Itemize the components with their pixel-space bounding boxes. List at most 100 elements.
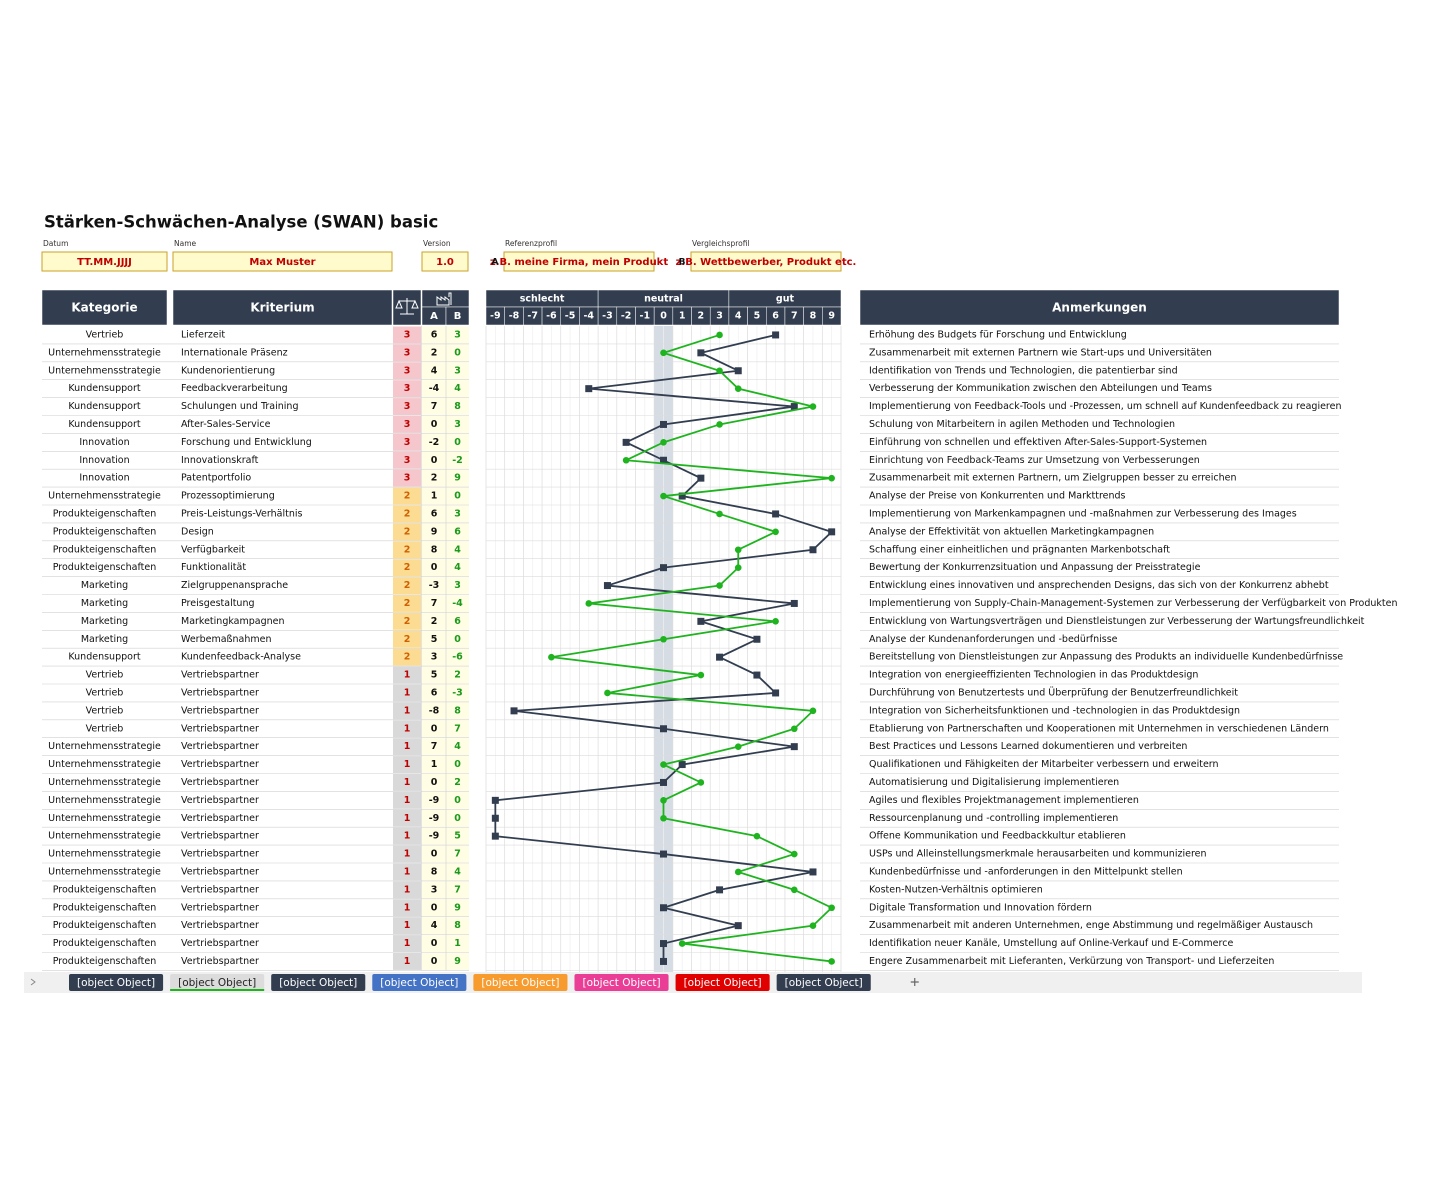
gewicht: 1 <box>404 723 411 734</box>
profile-point <box>716 421 723 428</box>
sheet-tab-label[interactable]: [object Object] <box>582 977 660 989</box>
profile-point <box>660 957 667 965</box>
x-tick-label: 4 <box>735 311 742 322</box>
score-b: -4 <box>452 598 463 609</box>
kriterium: Werbemaßnahmen <box>181 634 272 645</box>
weight-cell <box>393 380 421 398</box>
field-label: Referenzprofil <box>505 239 557 248</box>
gewicht: 2 <box>404 580 411 591</box>
score-cell <box>422 863 469 881</box>
column-header: Kategorie <box>71 301 137 315</box>
score-cell <box>422 791 469 809</box>
sheet-tab[interactable] <box>473 974 568 991</box>
sheet-tab[interactable] <box>776 974 871 991</box>
column-header: Anmerkungen <box>1052 301 1147 315</box>
score-cell <box>422 505 469 523</box>
score-b: 3 <box>454 580 461 591</box>
profile-point <box>716 510 723 518</box>
score-a: 0 <box>431 902 438 913</box>
kategorie: Marketing <box>81 616 128 627</box>
score-a: 0 <box>431 419 438 430</box>
kriterium: Vertriebspartner <box>181 687 259 698</box>
gewicht: 2 <box>404 652 411 663</box>
gewicht: 3 <box>404 329 411 340</box>
anmerkung: Entwicklung eines innovativen und anspre… <box>869 580 1329 591</box>
score-cell <box>422 666 469 684</box>
score-b: 4 <box>454 383 461 394</box>
anmerkung: Integration von Sicherheitsfunktionen un… <box>869 705 1240 716</box>
add-sheet[interactable] <box>910 978 919 986</box>
field-box <box>41 251 168 272</box>
sheet-tab[interactable] <box>69 974 164 991</box>
profile-point <box>491 796 499 804</box>
sheet-tab[interactable] <box>170 974 265 991</box>
x-tick-label: 5 <box>754 311 761 322</box>
weight-cell <box>393 774 421 791</box>
score-b: 3 <box>454 508 461 519</box>
kriterium: Vertriebspartner <box>181 884 259 895</box>
kriterium: Prozessoptimierung <box>181 491 275 502</box>
kategorie: Unternehmensstrategie <box>48 491 161 502</box>
x-tick-label: -8 <box>509 311 520 322</box>
kriterium: Vertriebspartner <box>181 938 259 949</box>
score-b: 0 <box>454 634 461 645</box>
score-a: -2 <box>429 437 440 448</box>
score-cell <box>422 487 469 505</box>
field-label: Version <box>423 239 451 248</box>
kriterium: Vertriebspartner <box>181 759 259 770</box>
score-a: 9 <box>431 526 438 537</box>
profile-point <box>510 707 518 715</box>
anmerkung: Kundenbedürfnisse und -anforderungen in … <box>869 866 1183 877</box>
profile-line <box>494 334 834 962</box>
field-label: Name <box>174 239 197 248</box>
gewicht: 2 <box>404 508 411 519</box>
profile-point <box>828 474 835 482</box>
score-b: 0 <box>454 813 461 824</box>
profile-point <box>790 743 798 751</box>
gewicht: 1 <box>404 759 411 770</box>
field-value: Max Muster <box>249 257 315 268</box>
score-b: 3 <box>454 365 461 376</box>
profile-point <box>622 456 630 464</box>
kategorie: Unternehmensstrategie <box>48 741 161 752</box>
sheet-tab[interactable] <box>675 974 770 991</box>
sheet-tab-label[interactable]: [object Object] <box>178 977 256 989</box>
weight-cell <box>393 595 421 612</box>
sheet-tab-label[interactable]: [object Object] <box>380 977 458 989</box>
profile-point <box>772 528 779 536</box>
sheet-tab-label[interactable]: [object Object] <box>785 977 863 989</box>
anmerkung: Bereitstellung von Dienstleistungen zur … <box>869 652 1343 663</box>
score-a: 2 <box>431 473 438 484</box>
gewicht: 1 <box>404 795 411 806</box>
weight-cell <box>393 899 421 917</box>
score-cell <box>422 398 469 415</box>
profile-key: B <box>679 258 686 268</box>
gewicht: 1 <box>404 687 411 698</box>
gewicht: 3 <box>404 347 411 358</box>
profile-point <box>604 689 611 697</box>
profile-point <box>753 635 761 643</box>
anmerkung: Automatisierung und Digitalisierung impl… <box>869 777 1119 788</box>
anmerkung: Digitale Transformation und Innovation f… <box>869 902 1092 913</box>
sheet-tab-label[interactable]: [object Object] <box>279 977 357 989</box>
sheet-tab[interactable] <box>271 974 366 991</box>
sheet-tab[interactable] <box>372 974 467 991</box>
sheet-tab-label[interactable]: [object Object] <box>77 977 155 989</box>
x-tick-label: 2 <box>698 311 705 322</box>
gewicht: 3 <box>404 401 411 412</box>
profile-point <box>753 671 761 679</box>
score-cell <box>422 899 469 917</box>
weight-cell <box>393 577 421 594</box>
sheet-tab-label[interactable]: [object Object] <box>481 977 559 989</box>
zone-label: neutral <box>644 294 683 305</box>
kategorie: Unternehmensstrategie <box>48 777 161 788</box>
kategorie: Marketing <box>81 580 128 591</box>
profile-point <box>678 761 686 769</box>
gewicht: 1 <box>404 866 411 877</box>
profile-point <box>697 474 705 482</box>
sheet-tab-label[interactable]: [object Object] <box>684 977 762 989</box>
score-a: -3 <box>429 580 440 591</box>
score-b: 4 <box>454 544 461 555</box>
sheet-tab[interactable] <box>574 974 669 991</box>
profile-point <box>660 420 667 428</box>
